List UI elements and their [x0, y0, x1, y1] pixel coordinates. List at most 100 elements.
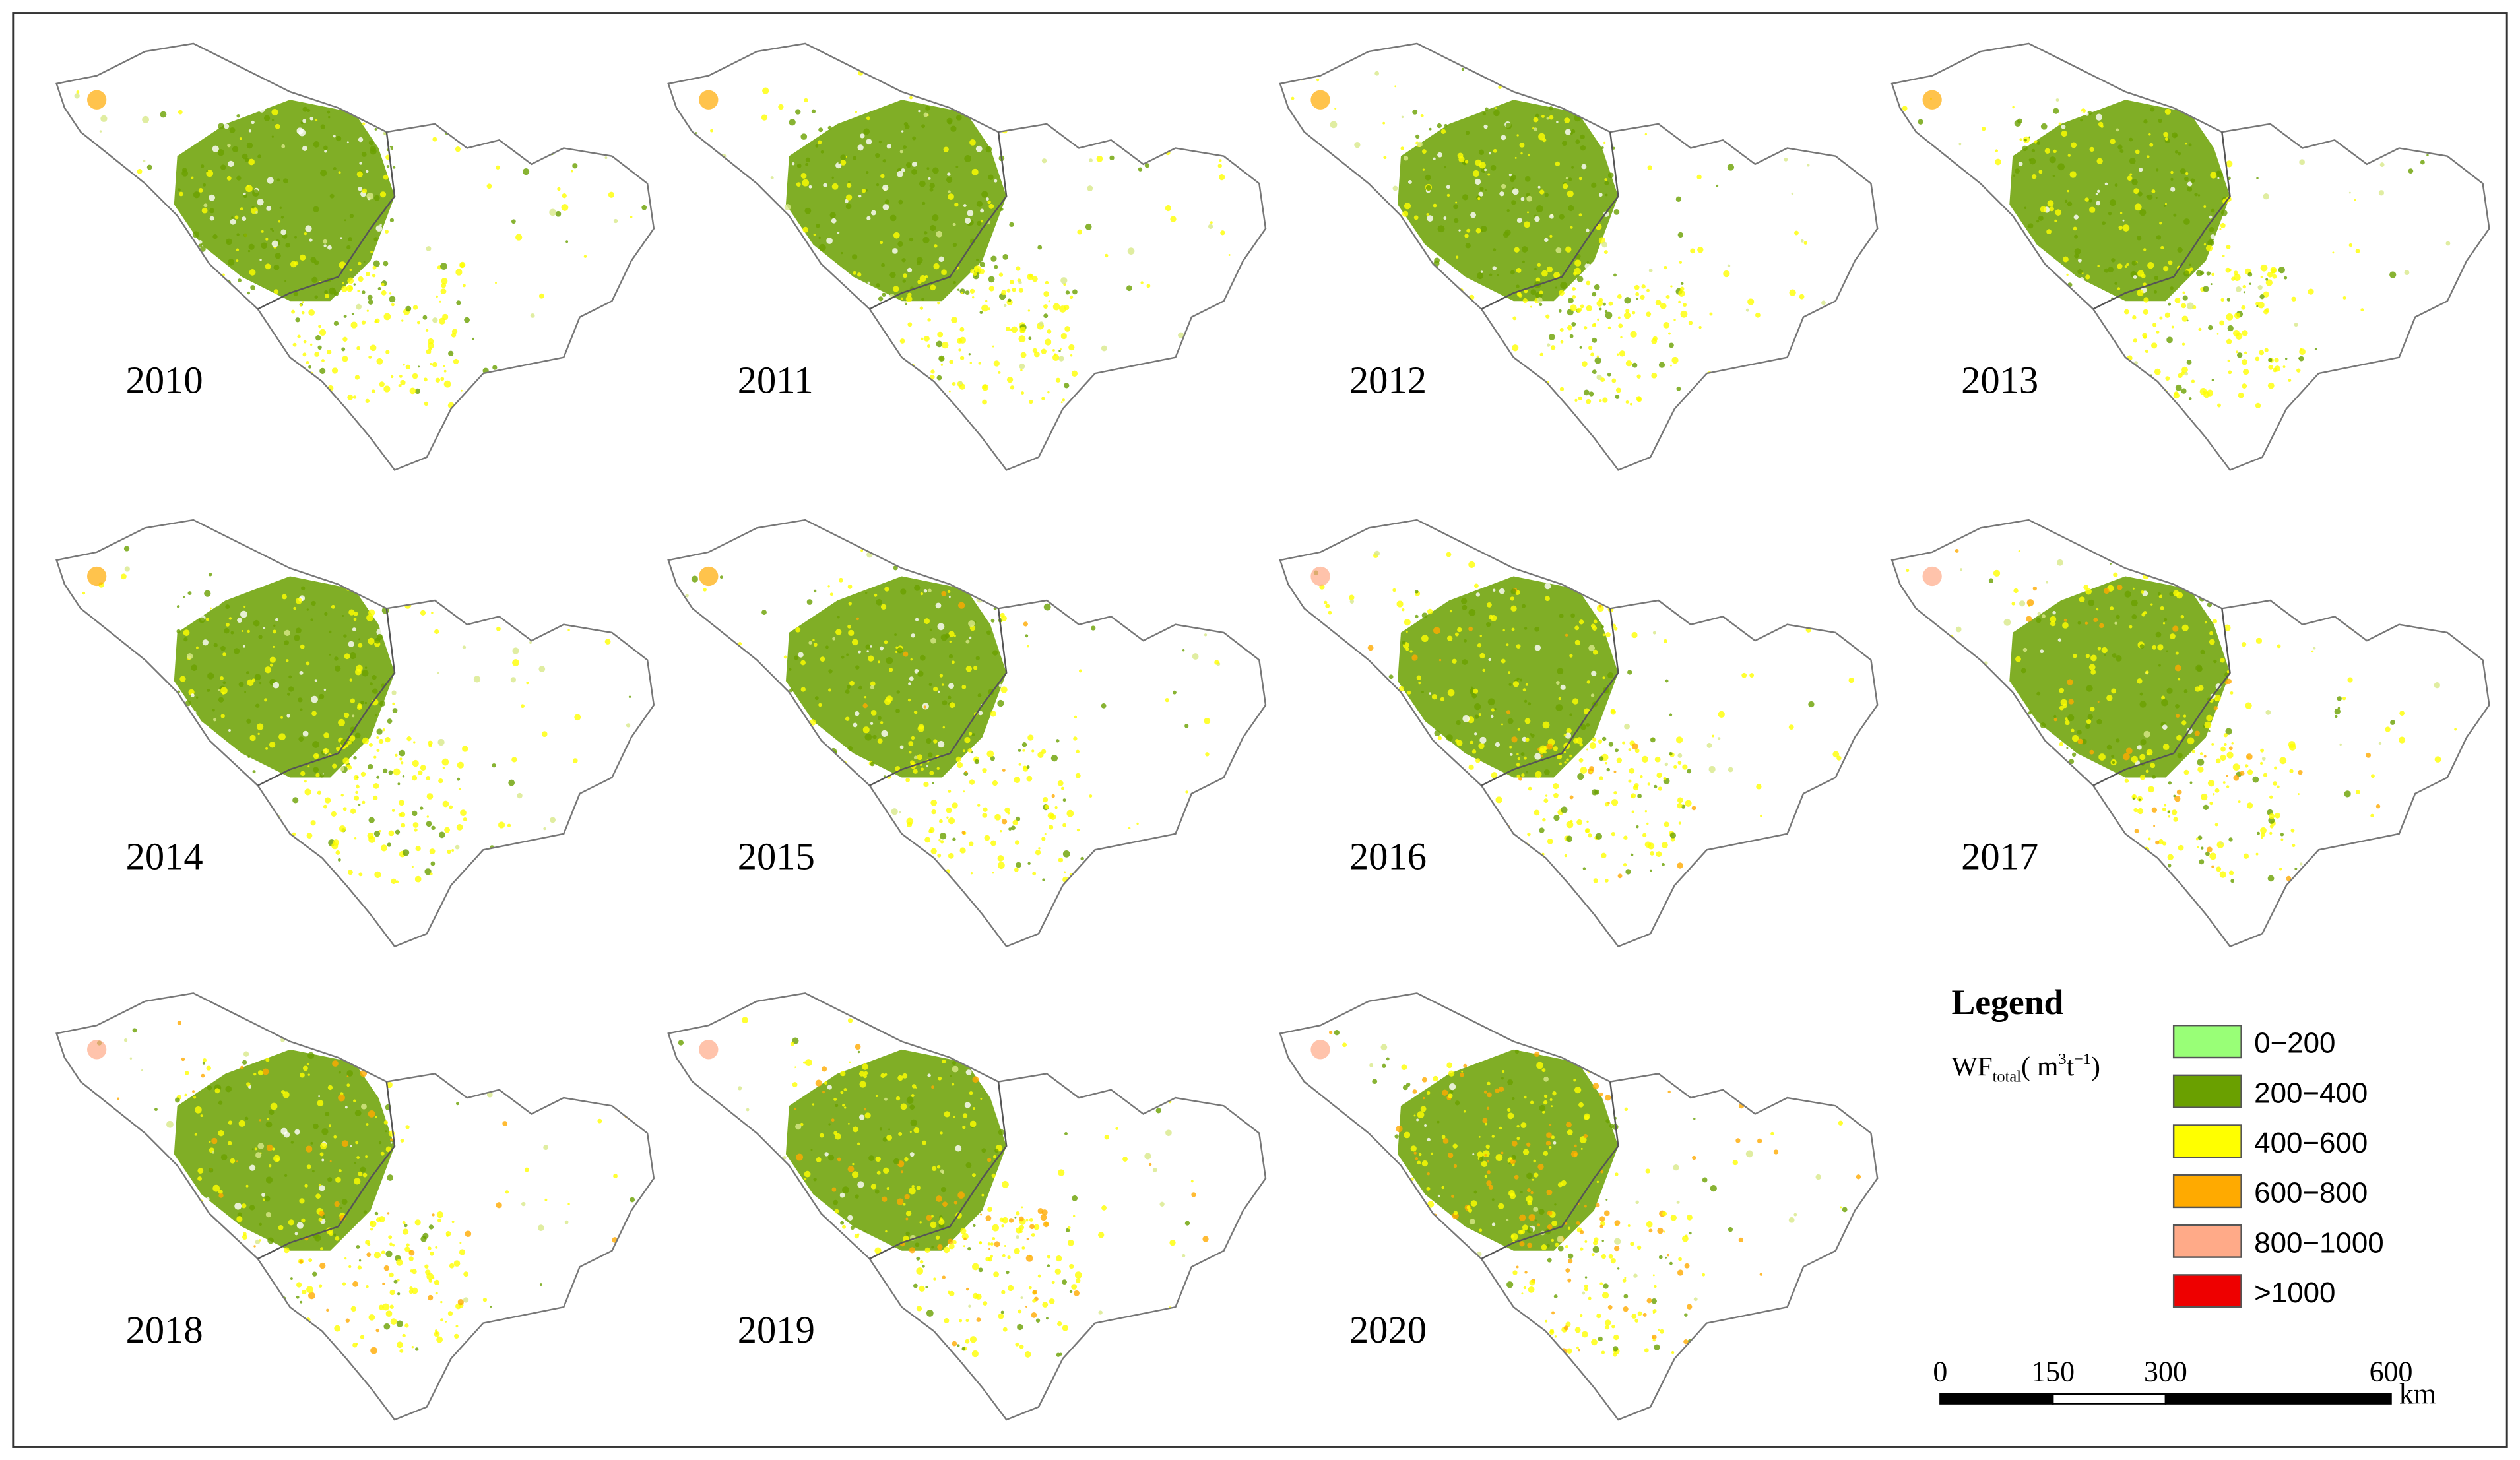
pixel [324, 612, 328, 616]
pixel [423, 377, 428, 382]
pixel [391, 690, 397, 695]
pixel [1403, 756, 1406, 759]
pixel [402, 775, 405, 778]
pixel [789, 282, 796, 290]
pixel [2191, 749, 2195, 753]
pixel [1745, 308, 1749, 312]
pixel [2211, 208, 2215, 213]
pixel [1354, 141, 1361, 148]
pixel [1645, 1168, 1650, 1174]
pixel [1493, 148, 1497, 153]
pixel [746, 1108, 750, 1112]
pixel [2138, 798, 2141, 801]
pixel [1101, 345, 1107, 352]
pixel [1400, 146, 1404, 150]
pixel [335, 850, 340, 855]
pixel [905, 296, 913, 302]
pixel [453, 1260, 461, 1267]
pixel [2133, 274, 2137, 279]
pixel [117, 1178, 124, 1184]
pixel [932, 214, 939, 222]
pixel [1528, 786, 1532, 791]
pixel [1420, 1106, 1427, 1112]
pixel [2143, 282, 2147, 286]
pixel [342, 807, 347, 811]
pixel [1589, 742, 1596, 749]
pixel [2226, 589, 2231, 594]
pixel [1418, 682, 1421, 685]
pixel [346, 1083, 350, 1087]
pixel [2354, 199, 2356, 201]
pixel [1658, 1328, 1661, 1331]
pixel [2185, 142, 2187, 145]
pixel [1544, 583, 1551, 590]
pixel [329, 1160, 332, 1162]
pixel [411, 1346, 414, 1349]
pixel [921, 337, 924, 341]
pixel [1566, 1122, 1572, 1128]
pixel [975, 1061, 978, 1064]
pixel [319, 1349, 324, 1354]
pixel [818, 582, 824, 588]
pixel [1527, 832, 1531, 837]
pixel [290, 261, 297, 268]
pixel [2139, 775, 2146, 780]
pixel [2097, 265, 2100, 267]
pixel [994, 776, 997, 778]
pixel [897, 1198, 904, 1205]
pixel [147, 321, 150, 324]
pixel [1416, 675, 1421, 680]
pixel [383, 1323, 391, 1330]
pixel [355, 1141, 359, 1145]
pixel [1462, 604, 1468, 610]
pixel [968, 620, 975, 627]
pixel [1144, 163, 1150, 168]
pixel [2399, 555, 2403, 560]
pixel [908, 402, 914, 408]
pixel [2059, 742, 2064, 747]
pixel [1412, 762, 1419, 769]
pixel [1598, 739, 1603, 744]
pixel [1405, 631, 1408, 633]
pixel [1495, 1088, 1500, 1093]
pixel [1527, 1200, 1533, 1206]
pixel [441, 758, 449, 766]
pixel [907, 698, 911, 702]
pixel [1043, 603, 1051, 611]
pixel [203, 203, 208, 208]
pixel [1003, 122, 1009, 128]
pixel [318, 1350, 325, 1356]
pixel [2148, 133, 2151, 136]
pixel [2243, 291, 2245, 294]
pixel [1016, 1211, 1020, 1216]
pixel [1479, 736, 1487, 744]
pixel [942, 341, 949, 349]
pixel [337, 858, 341, 862]
pixel [1950, 768, 1956, 773]
pixel [1501, 1077, 1504, 1080]
pixel [1832, 751, 1840, 758]
pixel [1045, 338, 1052, 346]
pixel [1007, 1285, 1014, 1292]
pixel [806, 1205, 813, 1213]
pixel [864, 1071, 868, 1075]
pixel [1685, 800, 1692, 807]
pixel [2172, 625, 2179, 632]
pixel [1237, 1077, 1240, 1079]
pixel [2147, 155, 2150, 158]
pixel [309, 117, 313, 121]
pixel [795, 627, 801, 633]
pixel [345, 1318, 350, 1323]
pixel [1433, 627, 1440, 635]
pixel [2181, 720, 2187, 726]
pixel [2108, 267, 2114, 273]
pixel [2308, 288, 2314, 295]
pixel [2015, 276, 2020, 282]
pixel [1140, 281, 1144, 284]
pixel [212, 234, 218, 239]
pixel [1529, 1279, 1535, 1286]
pixel [944, 633, 950, 639]
pixel [236, 175, 242, 181]
pixel [632, 291, 639, 298]
pixel [795, 1124, 802, 1130]
